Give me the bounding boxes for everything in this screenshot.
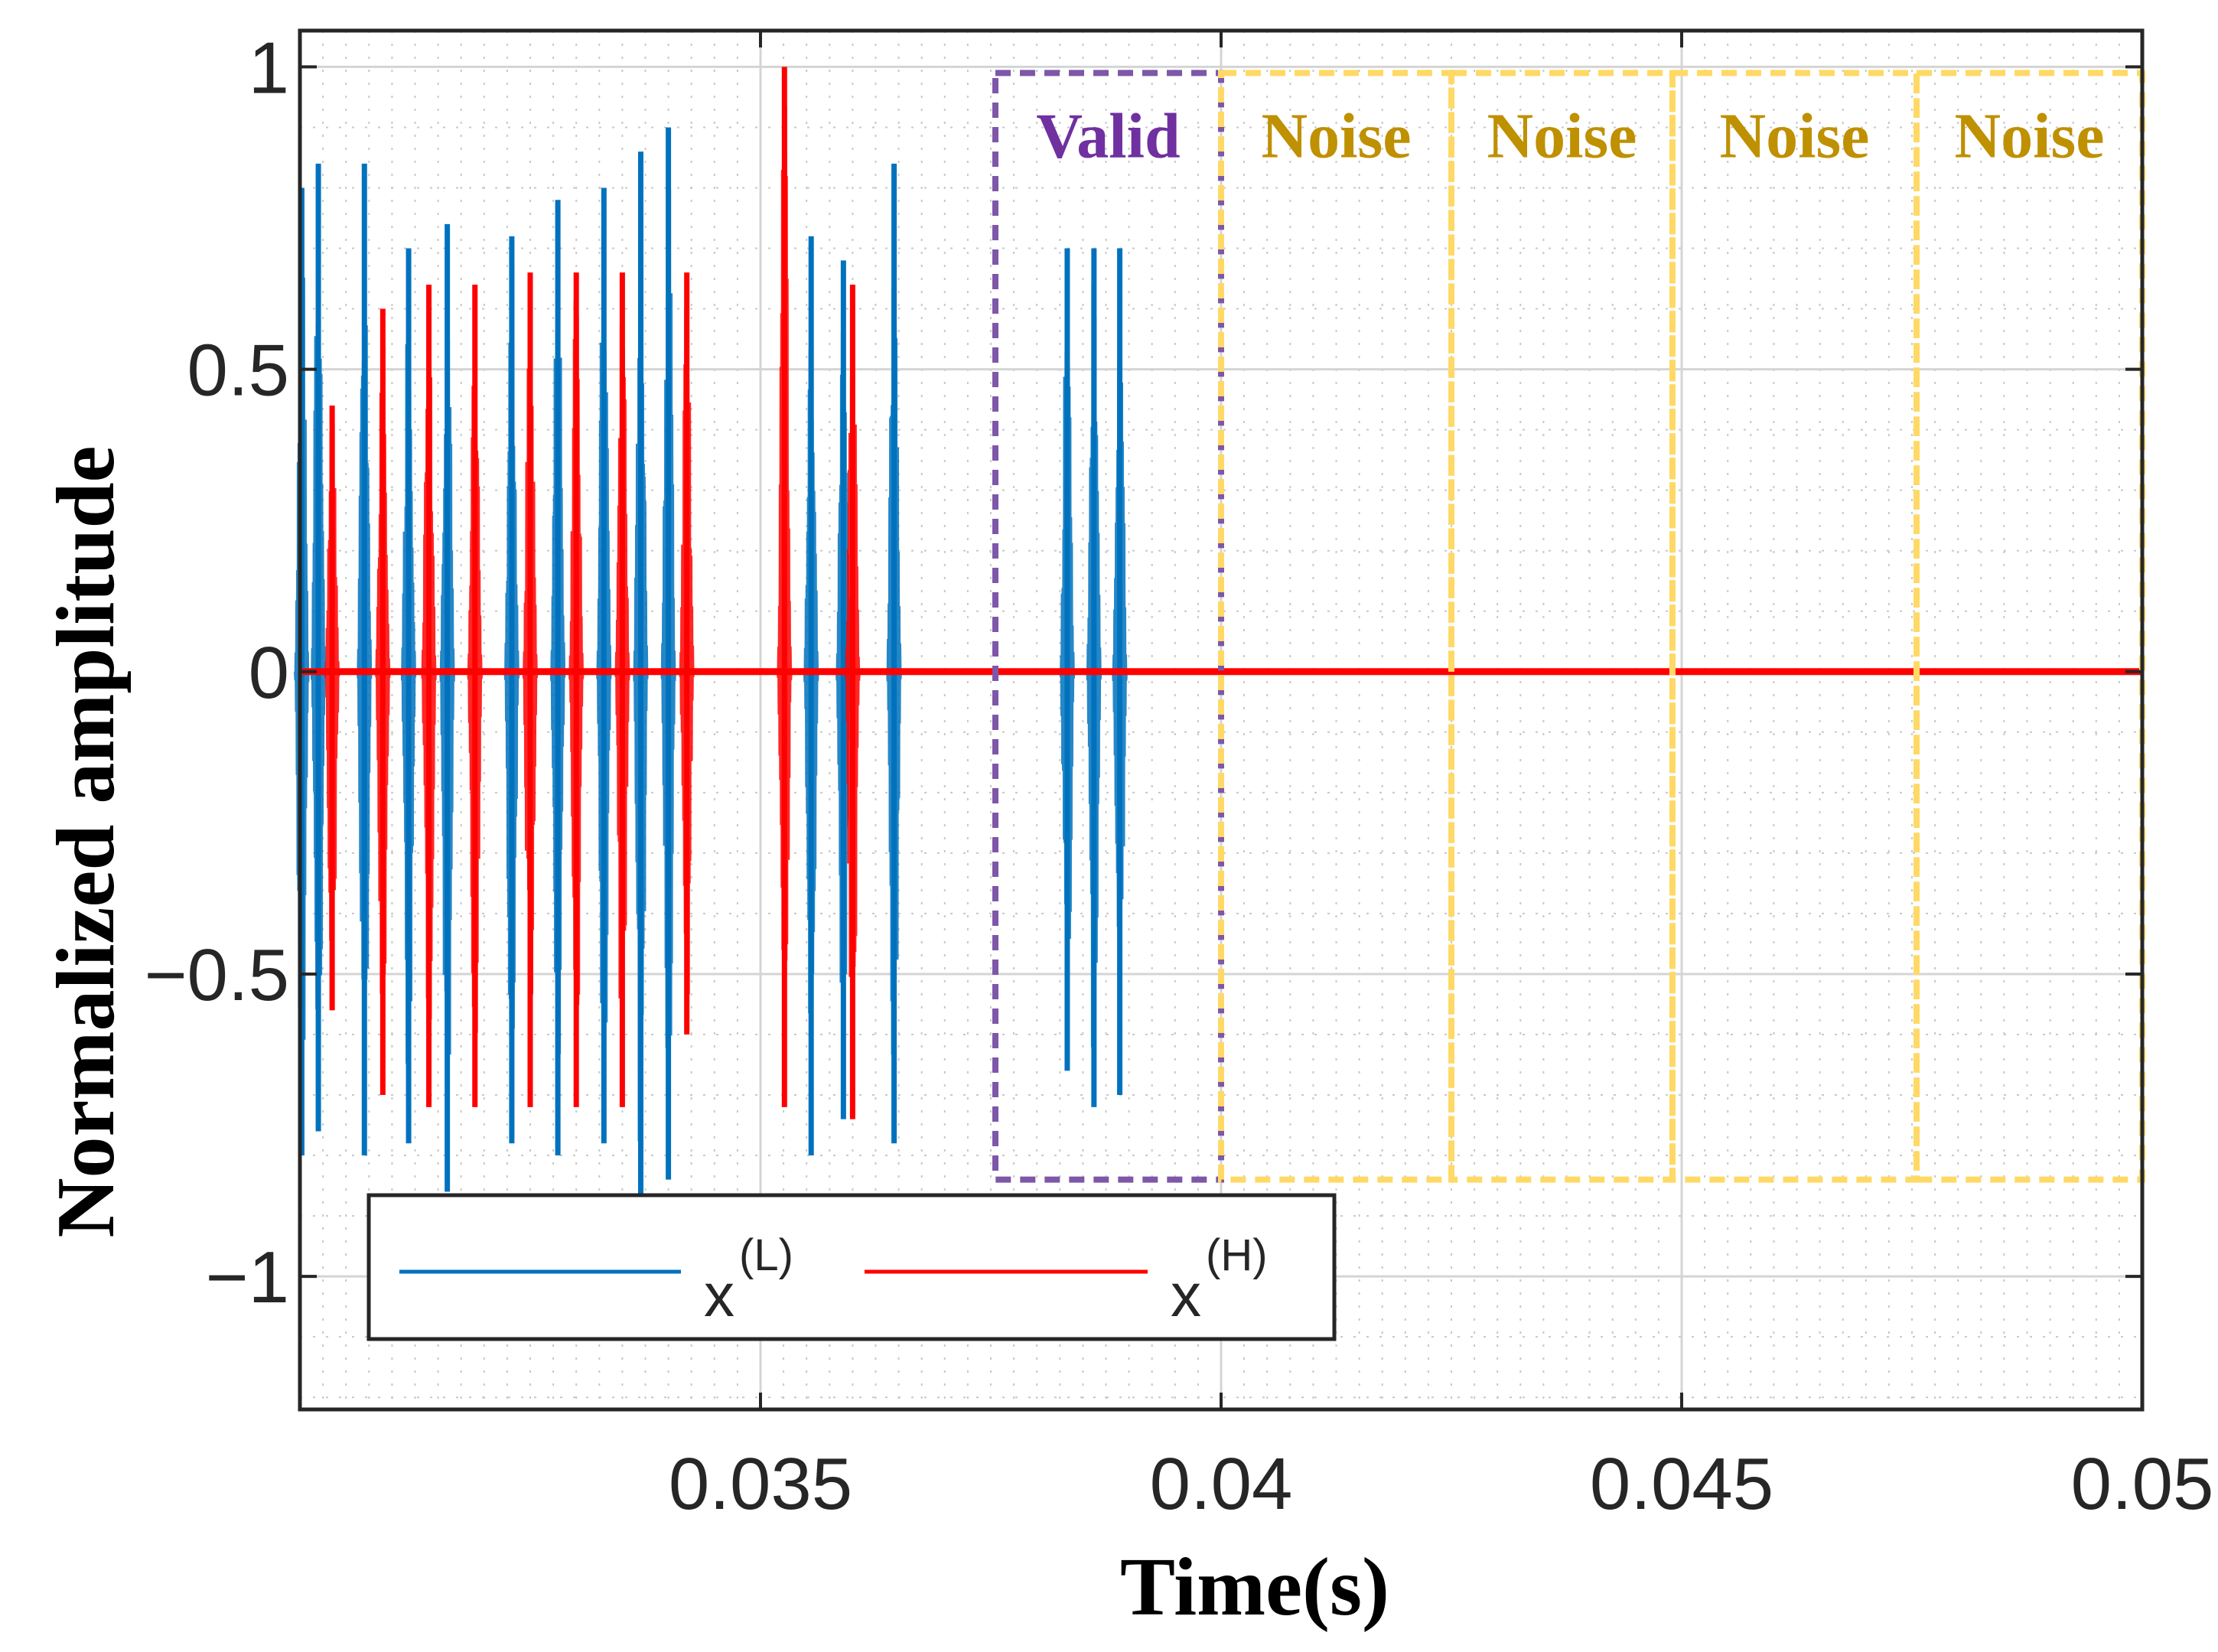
region-noise-1: Noise [1218, 70, 1454, 1183]
legend-label: x [704, 1261, 734, 1329]
y-tick-label: −1 [206, 1237, 289, 1318]
legend-superscript: (H) [1206, 1230, 1268, 1280]
legend-label: x [1171, 1261, 1201, 1329]
region-box [1218, 70, 1454, 1183]
legend: x(L)x(H) [366, 1193, 1337, 1341]
burst [421, 284, 437, 1107]
legend-entry-1: x(H) [865, 1230, 1268, 1329]
burst [633, 152, 649, 1217]
burst [503, 236, 520, 1144]
x-tick-label: 0.04 [1150, 1443, 1293, 1525]
burst [886, 163, 902, 1144]
burst [400, 248, 417, 1144]
y-axis-title: Normalized amplitude [41, 446, 132, 1238]
region-box [1913, 70, 2146, 1183]
region-label: Noise [1487, 100, 1637, 171]
burst [679, 272, 695, 1035]
burst [522, 272, 539, 1107]
region-valid-0: Valid [992, 70, 1225, 1183]
burst [549, 200, 566, 1156]
burst [439, 223, 456, 1192]
y-tick-label: 0 [249, 632, 289, 714]
region-layer: Valid Noise Noise Noise Noise [992, 70, 2146, 1183]
x-tick-label: 0.05 [2071, 1443, 2214, 1525]
legend-box [366, 1193, 1337, 1341]
series-x-h [300, 67, 2142, 1119]
region-box [992, 70, 1225, 1183]
region-label: Valid [1036, 100, 1180, 171]
legend-entry-0: x(L) [399, 1230, 793, 1329]
burst [568, 272, 585, 1107]
x-tick-label: 0.045 [1590, 1443, 1773, 1525]
burst [356, 163, 373, 1156]
tick-layer: 0.035 0.04 0.045 0.05 1 0.5 0 −0.5 −1 [144, 27, 2213, 1525]
burst [1086, 248, 1102, 1107]
y-tick-label: 0.5 [187, 330, 289, 412]
region-box [1448, 70, 1676, 1183]
burst [660, 127, 676, 1180]
burst [614, 272, 630, 1107]
x-axis-title: Time(s) [1120, 1542, 1389, 1633]
region-label: Noise [1262, 100, 1412, 171]
legend-superscript: (L) [739, 1230, 793, 1280]
x-tick-label: 0.035 [669, 1443, 852, 1525]
burst [1059, 248, 1076, 1071]
region-noise-4: Noise [1913, 70, 2146, 1183]
burst [374, 308, 391, 1096]
burst [467, 284, 484, 1107]
region-noise-2: Noise [1448, 70, 1676, 1183]
burst [803, 236, 819, 1156]
burst [845, 284, 861, 1119]
burst [324, 406, 340, 1011]
burst [310, 163, 327, 1132]
y-tick-label: 1 [249, 27, 289, 109]
y-tick-label: −0.5 [144, 934, 289, 1016]
region-label: Noise [1955, 100, 2105, 171]
burst [776, 67, 793, 1107]
grid [300, 31, 2142, 1409]
region-label: Noise [1719, 100, 1869, 171]
burst [595, 187, 612, 1144]
